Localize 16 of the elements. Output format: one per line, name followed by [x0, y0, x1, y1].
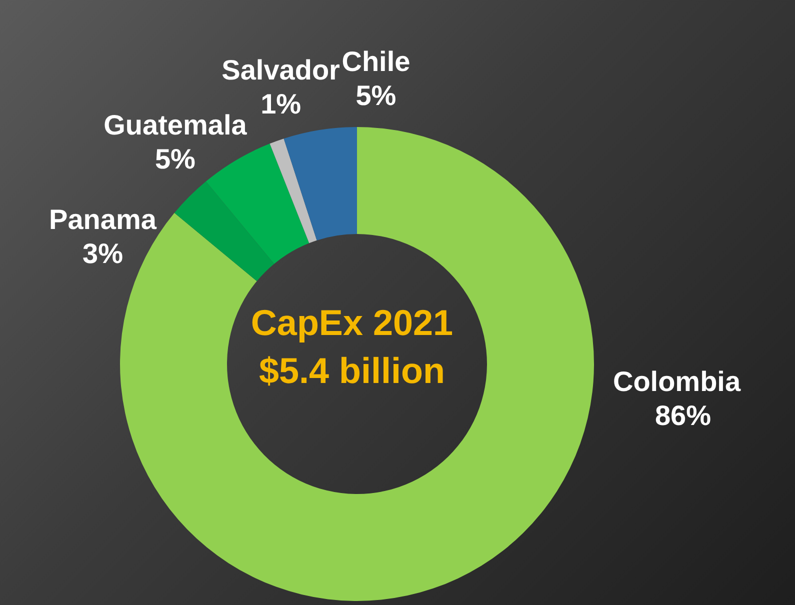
data-label: 86% [654, 400, 712, 432]
slice-label: Salvador [222, 54, 340, 86]
slice-label: Chile [342, 46, 410, 78]
data-label: 5% [356, 80, 396, 112]
donut-slice [206, 144, 310, 264]
text: CapEx 2021 [250, 301, 454, 345]
slice-label: Panama [49, 204, 157, 235]
data-label: 1% [260, 88, 302, 120]
donut-slice [270, 138, 317, 244]
donut-slice [174, 181, 274, 282]
data-label: 5% [155, 143, 196, 174]
data-label: 3% [82, 238, 124, 269]
text: $5.4 billion [258, 349, 446, 393]
donut-slice [284, 127, 357, 240]
slice-label: Colombia [612, 366, 741, 398]
slice-label: Guatemala [104, 109, 248, 140]
